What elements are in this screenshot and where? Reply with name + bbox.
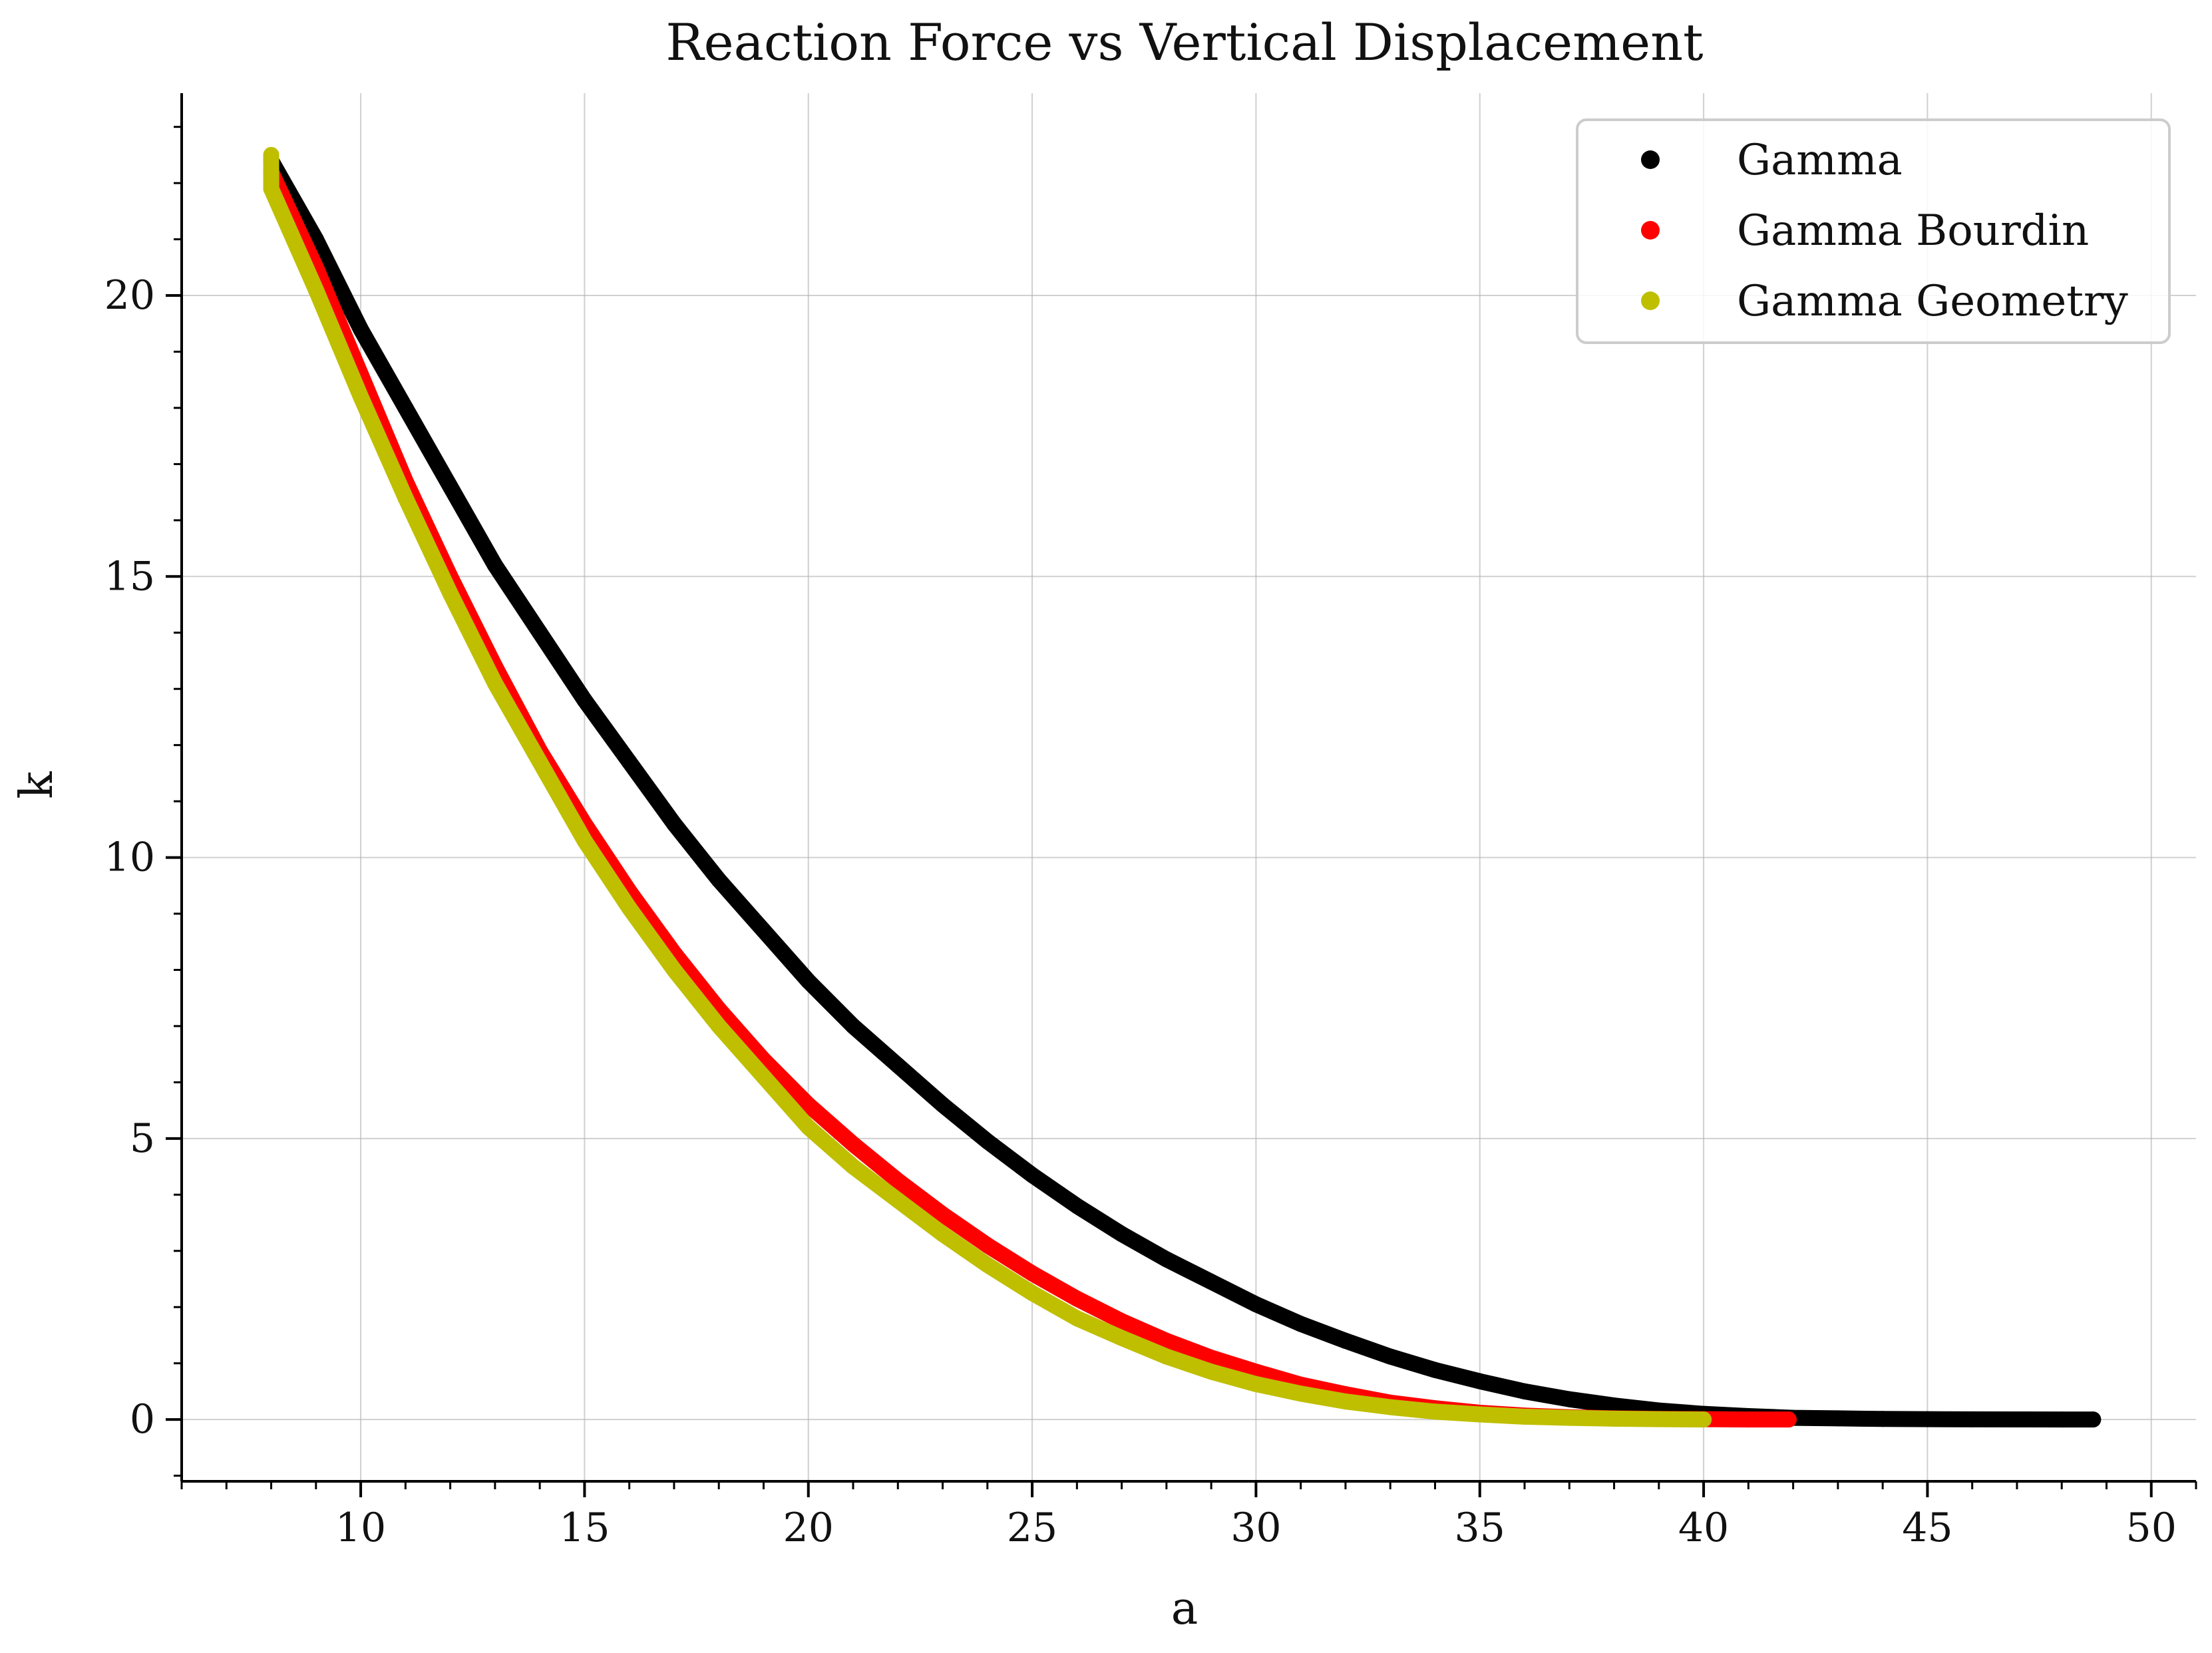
legend-label: Gamma Bourdin: [1737, 206, 2089, 256]
y-axis-label: k: [11, 771, 63, 799]
x-tick-label: 50: [2126, 1505, 2177, 1551]
x-tick-label: 25: [1007, 1505, 1057, 1551]
series-0: [263, 152, 2102, 1428]
legend: Gamma Gamma Bourdin Gamma Geometry: [1576, 118, 2171, 344]
legend-marker: [1641, 150, 1660, 169]
x-tick-label: 15: [559, 1505, 610, 1551]
y-tick-label: 15: [104, 553, 155, 600]
x-tick-label: 40: [1678, 1505, 1729, 1551]
legend-label: Gamma: [1737, 136, 1903, 185]
legend-frame: [1576, 118, 2171, 344]
series-line: [263, 152, 2102, 1428]
legend-marker: [1641, 221, 1660, 240]
plot-area: [263, 146, 2102, 1428]
x-tick-label: 30: [1230, 1505, 1281, 1551]
series-line: [263, 164, 1797, 1428]
legend-label: Gamma Geometry: [1737, 277, 2128, 326]
x-axis-label: a: [1171, 1582, 1198, 1635]
y-tick-label: 5: [130, 1115, 155, 1162]
x-tick-label: 20: [783, 1505, 834, 1551]
series-line: [263, 146, 1712, 1428]
y-tick-label: 0: [130, 1396, 155, 1443]
x-tick-label: 35: [1455, 1505, 1505, 1551]
x-tick-label: 10: [335, 1505, 386, 1551]
y-tick-label: 20: [104, 272, 155, 319]
y-tick-label: 10: [104, 834, 155, 881]
axes: 10 15 20 25 30 35 40 45 50 0 5 10 15 20: [104, 93, 2197, 1551]
x-tick-label: 45: [1902, 1505, 1952, 1551]
legend-marker: [1641, 291, 1660, 310]
series-2: [263, 146, 1712, 1428]
series-1: [263, 164, 1797, 1428]
chart-title: Reaction Force vs Vertical Displacement: [665, 13, 1703, 72]
